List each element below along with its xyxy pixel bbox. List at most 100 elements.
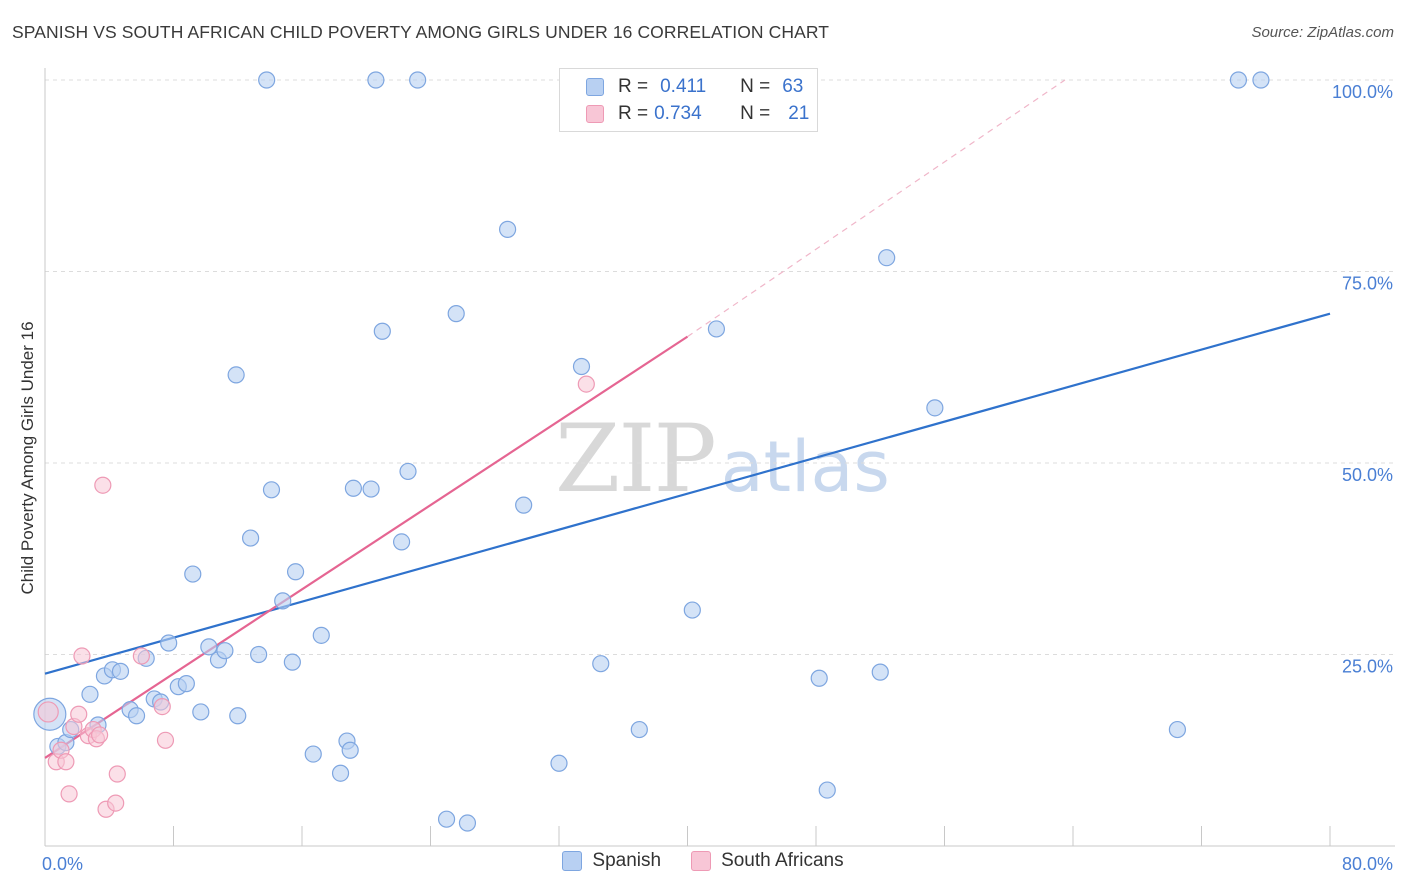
spanish-point <box>926 399 944 417</box>
legend-r-label: R = <box>618 103 649 124</box>
legend-n-value: 63 <box>782 76 804 97</box>
source-credit: Source: ZipAtlas.com <box>1251 24 1394 41</box>
spanish-point <box>200 638 218 656</box>
spanish-point <box>447 305 465 323</box>
spanish-point <box>871 663 889 681</box>
y-axis-title: Child Poverty Among Girls Under 16 <box>18 321 37 594</box>
spanish-point <box>707 320 726 338</box>
south-african-trend-line <box>44 335 689 759</box>
spanish-point <box>409 71 427 89</box>
y-tick-label: 75.0% <box>1342 274 1393 294</box>
spanish-point <box>184 565 202 583</box>
legend-r-value: 0.411 <box>660 76 707 97</box>
spanish-point <box>344 479 362 497</box>
legend-r-value: 0.734 <box>654 103 702 124</box>
spanish-point <box>262 481 281 499</box>
spanish-point <box>458 814 477 832</box>
x-tick-label: 0.0% <box>42 854 83 874</box>
axis-layer <box>44 68 1395 847</box>
series-swatch-south-africans <box>691 851 712 871</box>
legend-n-value: 21 <box>788 103 810 124</box>
y-tick-label: 25.0% <box>1342 657 1393 677</box>
spanish-point <box>399 462 417 481</box>
series-legend-spanish[interactable]: Spanish <box>562 850 661 872</box>
spanish-point <box>312 626 330 644</box>
legend-row-spanish: R = 0.411 N = 63 <box>586 74 803 100</box>
south-african-point <box>37 701 59 723</box>
watermark-atlas: atlas <box>720 426 890 508</box>
spanish-point <box>630 720 648 739</box>
legend-n-label: N = <box>740 76 771 97</box>
legend-swatch-spanish <box>586 78 604 96</box>
south-african-point <box>108 765 126 783</box>
south-african-point <box>60 785 78 803</box>
spanish-point <box>216 642 234 660</box>
spanish-trend-line <box>44 312 1331 675</box>
south-african-point <box>107 794 125 812</box>
spanish-point <box>392 533 411 551</box>
spanish-point <box>250 645 268 664</box>
watermark: ZIPatlas <box>555 405 890 514</box>
spanish-point <box>341 741 359 759</box>
x-tick-label: 80.0% <box>1342 854 1393 874</box>
spanish-point <box>1252 71 1270 89</box>
spanish-point <box>550 754 568 772</box>
spanish-point <box>304 745 322 763</box>
south-african-point <box>577 375 595 393</box>
spanish-point <box>373 322 391 340</box>
south-african-point <box>132 647 150 665</box>
spanish-point <box>818 781 836 799</box>
legend-n-label: N = <box>740 103 771 124</box>
legend-r-label: R = <box>618 76 649 97</box>
series-legend-south-africans[interactable]: South Africans <box>691 850 844 872</box>
south-african-point <box>70 705 88 723</box>
spanish-point <box>592 655 610 673</box>
chart-title: SPANISH VS SOUTH AFRICAN CHILD POVERTY A… <box>12 22 830 42</box>
spanish-point <box>572 357 591 376</box>
spanish-point <box>331 764 350 782</box>
series-swatch-spanish <box>562 851 583 871</box>
series-label-spanish: Spanish <box>592 850 662 871</box>
spanish-point <box>274 592 292 610</box>
legend-row-south-africans: R = 0.734 N = 21 <box>586 101 809 127</box>
label-layer: 25.0% 50.0% 75.0% 100.0% 0.0% 80.0% Child Pove… <box>18 82 1393 874</box>
grid-layer <box>45 79 1395 655</box>
spanish-point <box>1168 720 1187 739</box>
series-label-south-africans: South Africans <box>721 850 844 871</box>
south-african-point <box>73 647 91 665</box>
spanish-point <box>127 707 146 725</box>
y-tick-label: 100.0% <box>1332 82 1393 102</box>
spanish-point <box>878 249 896 267</box>
correlation-legend: R = 0.411 N = 63 R = 0.734 N = 21 <box>559 68 818 132</box>
spanish-point <box>227 366 245 384</box>
spanish-point <box>499 220 517 238</box>
south-african-point <box>156 731 175 749</box>
spanish-point <box>160 634 178 652</box>
spanish-point <box>111 662 130 680</box>
series-legend: Spanish South Africans <box>0 850 1406 872</box>
spanish-point <box>192 703 210 721</box>
trend-layer <box>44 79 1331 759</box>
spanish-point <box>810 669 828 687</box>
south-african-point <box>153 697 171 716</box>
south-african-point <box>91 726 109 744</box>
spanish-point <box>286 563 305 581</box>
spanish-point <box>242 529 260 547</box>
spanish-point <box>437 810 456 828</box>
spanish-point <box>515 496 533 514</box>
south-african-point <box>94 476 112 494</box>
spanish-point <box>177 675 195 693</box>
y-tick-label: 50.0% <box>1342 465 1393 485</box>
legend-swatch-south-africans <box>586 105 604 123</box>
watermark-zip: ZIP <box>555 405 717 514</box>
point-layer <box>33 71 1270 832</box>
spanish-point <box>1229 71 1248 89</box>
spanish-point <box>367 71 385 89</box>
spanish-point <box>229 707 247 725</box>
south-african-point <box>57 753 75 771</box>
spanish-point <box>258 71 276 89</box>
spanish-point <box>683 601 701 619</box>
spanish-point <box>362 480 380 498</box>
spanish-point <box>283 653 301 671</box>
